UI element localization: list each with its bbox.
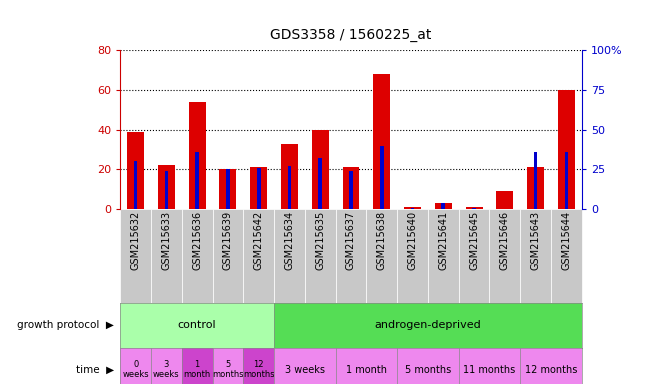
Bar bbox=[435, 203, 452, 209]
Text: time  ▶: time ▶ bbox=[75, 364, 114, 375]
Bar bbox=[564, 152, 568, 209]
Bar bbox=[472, 208, 476, 209]
Text: 1
month: 1 month bbox=[183, 360, 211, 379]
Text: control: control bbox=[178, 320, 216, 331]
Text: GDS3358 / 1560225_at: GDS3358 / 1560225_at bbox=[270, 28, 432, 42]
Text: 5
months: 5 months bbox=[212, 360, 244, 379]
Bar bbox=[404, 207, 421, 209]
Bar bbox=[527, 167, 544, 209]
Text: androgen-deprived: androgen-deprived bbox=[374, 320, 481, 331]
Bar bbox=[411, 208, 415, 209]
Bar bbox=[257, 168, 261, 209]
Bar bbox=[195, 152, 199, 209]
Bar bbox=[226, 169, 230, 209]
Bar bbox=[465, 207, 482, 209]
Bar bbox=[349, 171, 353, 209]
Bar bbox=[441, 203, 445, 209]
Text: growth protocol  ▶: growth protocol ▶ bbox=[17, 320, 114, 331]
Bar bbox=[287, 166, 291, 209]
Bar bbox=[158, 166, 175, 209]
Text: 1 month: 1 month bbox=[346, 364, 387, 375]
Bar bbox=[534, 152, 538, 209]
Text: 12
months: 12 months bbox=[243, 360, 274, 379]
Bar bbox=[134, 162, 138, 209]
Bar bbox=[220, 169, 237, 209]
Text: 11 months: 11 months bbox=[463, 364, 515, 375]
Bar bbox=[318, 158, 322, 209]
Bar bbox=[250, 167, 267, 209]
Text: 5 months: 5 months bbox=[405, 364, 451, 375]
Bar bbox=[380, 146, 383, 209]
Bar bbox=[164, 171, 168, 209]
Text: 3 weeks: 3 weeks bbox=[285, 364, 325, 375]
Text: 12 months: 12 months bbox=[525, 364, 577, 375]
Bar bbox=[558, 90, 575, 209]
Bar bbox=[343, 167, 359, 209]
Bar bbox=[127, 132, 144, 209]
Text: 0
weeks: 0 weeks bbox=[122, 360, 149, 379]
Text: 3
weeks: 3 weeks bbox=[153, 360, 179, 379]
Bar bbox=[188, 102, 205, 209]
Bar bbox=[373, 74, 390, 209]
Bar bbox=[497, 191, 514, 209]
Bar bbox=[281, 144, 298, 209]
Bar bbox=[312, 130, 329, 209]
